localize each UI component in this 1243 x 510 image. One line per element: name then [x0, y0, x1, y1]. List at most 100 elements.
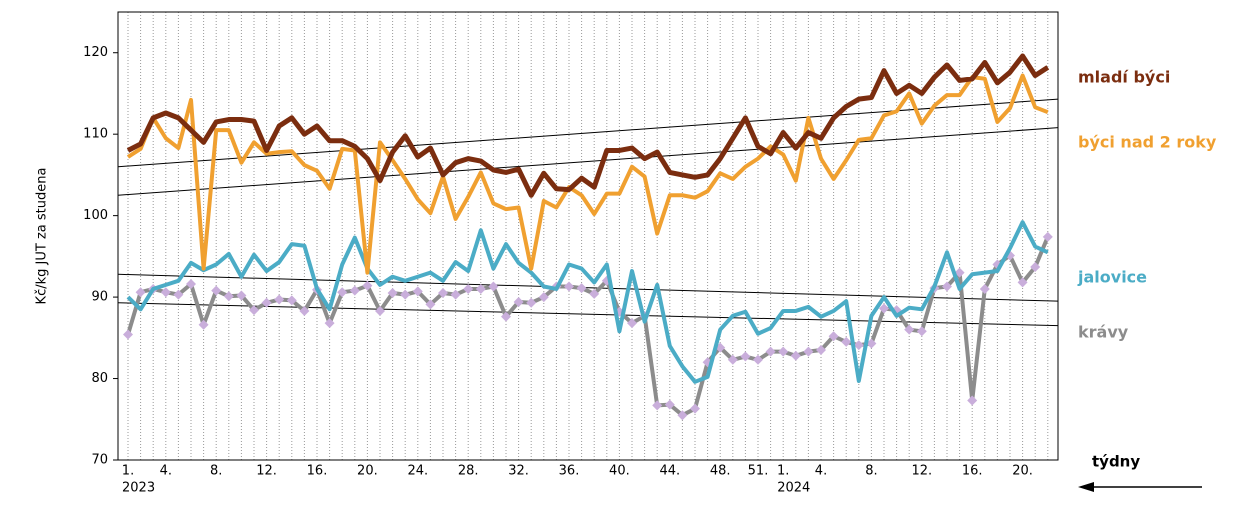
marker — [589, 288, 600, 299]
marker — [450, 289, 461, 300]
marker — [652, 400, 663, 411]
marker — [186, 279, 196, 290]
marker — [198, 319, 209, 330]
trend-line — [117, 273, 1059, 302]
marker — [375, 305, 385, 316]
marker — [400, 289, 411, 300]
marker — [828, 331, 839, 342]
x-axis-label: týdny — [1092, 453, 1140, 471]
marker — [475, 283, 486, 294]
y-tick-label: 80 — [91, 371, 108, 386]
marker — [916, 326, 927, 337]
x-tick-label: 16. — [307, 464, 328, 479]
marker — [879, 303, 889, 314]
x-tick-label: 44. — [659, 464, 680, 479]
x-tick-label: 36. — [559, 464, 580, 479]
marker — [564, 281, 574, 292]
marker — [526, 297, 537, 308]
marker — [324, 318, 335, 329]
marker — [803, 346, 814, 357]
marker — [501, 311, 511, 322]
x-tick-label: 20. — [357, 464, 378, 479]
marker — [299, 305, 310, 316]
marker — [979, 283, 990, 294]
marker — [274, 294, 285, 305]
marker — [841, 336, 852, 347]
marker — [853, 340, 864, 351]
x-tick-label: 20. — [1012, 464, 1033, 479]
marker — [362, 280, 373, 291]
marker — [438, 288, 448, 299]
marker — [211, 285, 222, 296]
x-tick-label: 8. — [210, 464, 222, 479]
marker — [1042, 231, 1053, 242]
marker — [412, 286, 423, 297]
marker — [123, 329, 133, 340]
plot-border — [117, 11, 1059, 461]
x-tick-label: 4. — [815, 464, 827, 479]
marker — [337, 287, 348, 298]
marker — [866, 338, 877, 349]
x-tick-label: 1. — [122, 464, 134, 479]
y-tick-label: 90 — [91, 290, 108, 305]
marker — [425, 299, 436, 310]
marker — [765, 346, 776, 357]
marker — [538, 292, 549, 303]
trend-line — [117, 302, 1059, 327]
marker — [942, 281, 952, 292]
marker — [236, 290, 247, 301]
x-tick-label: 28. — [458, 464, 479, 479]
x-tick-label: 51. — [748, 464, 769, 479]
x-tick-label: 1. — [777, 464, 789, 479]
y-axis-label: Kč/kg JUT za studena — [35, 168, 50, 305]
x-tick-label: 24. — [407, 464, 428, 479]
marker — [223, 291, 234, 302]
marker — [1017, 277, 1028, 288]
legend-label: jalovice — [1077, 268, 1147, 287]
arrow — [1078, 482, 1202, 492]
marker — [135, 287, 146, 298]
x-tick-label: 8. — [865, 464, 877, 479]
marker — [286, 295, 297, 306]
marker — [513, 296, 524, 307]
y-tick-label: 70 — [91, 453, 108, 468]
y-tick-label: 110 — [83, 127, 108, 142]
marker — [387, 288, 398, 299]
trend-line — [117, 98, 1059, 168]
series-line — [126, 220, 1049, 384]
marker — [173, 289, 184, 300]
trend-line — [117, 127, 1059, 196]
marker — [1030, 261, 1041, 272]
marker — [778, 346, 789, 357]
marker — [463, 283, 474, 294]
marker — [677, 410, 688, 421]
series-line — [126, 53, 1050, 198]
marker — [576, 283, 587, 294]
marker — [904, 324, 915, 335]
legend-label: mladí býci — [1078, 68, 1170, 87]
marker — [488, 281, 499, 292]
marker — [954, 267, 965, 278]
x-group-label: 2024 — [777, 481, 810, 496]
legend-label: krávy — [1078, 323, 1129, 342]
marker — [627, 318, 637, 329]
marker — [727, 354, 738, 365]
x-group-label: 2023 — [122, 481, 155, 496]
marker — [967, 395, 978, 406]
marker — [664, 399, 675, 410]
marker — [261, 297, 272, 308]
marker — [740, 351, 751, 362]
marker — [160, 287, 171, 298]
x-tick-label: 12. — [911, 464, 932, 479]
marker — [790, 350, 801, 361]
legend-label: býci nad 2 roky — [1078, 133, 1217, 152]
x-tick-label: 40. — [609, 464, 630, 479]
marker — [690, 403, 700, 414]
marker — [349, 285, 360, 296]
marker — [249, 305, 259, 316]
x-tick-label: 12. — [256, 464, 277, 479]
x-tick-label: 4. — [160, 464, 172, 479]
marker — [816, 345, 826, 356]
x-tick-label: 16. — [962, 464, 983, 479]
